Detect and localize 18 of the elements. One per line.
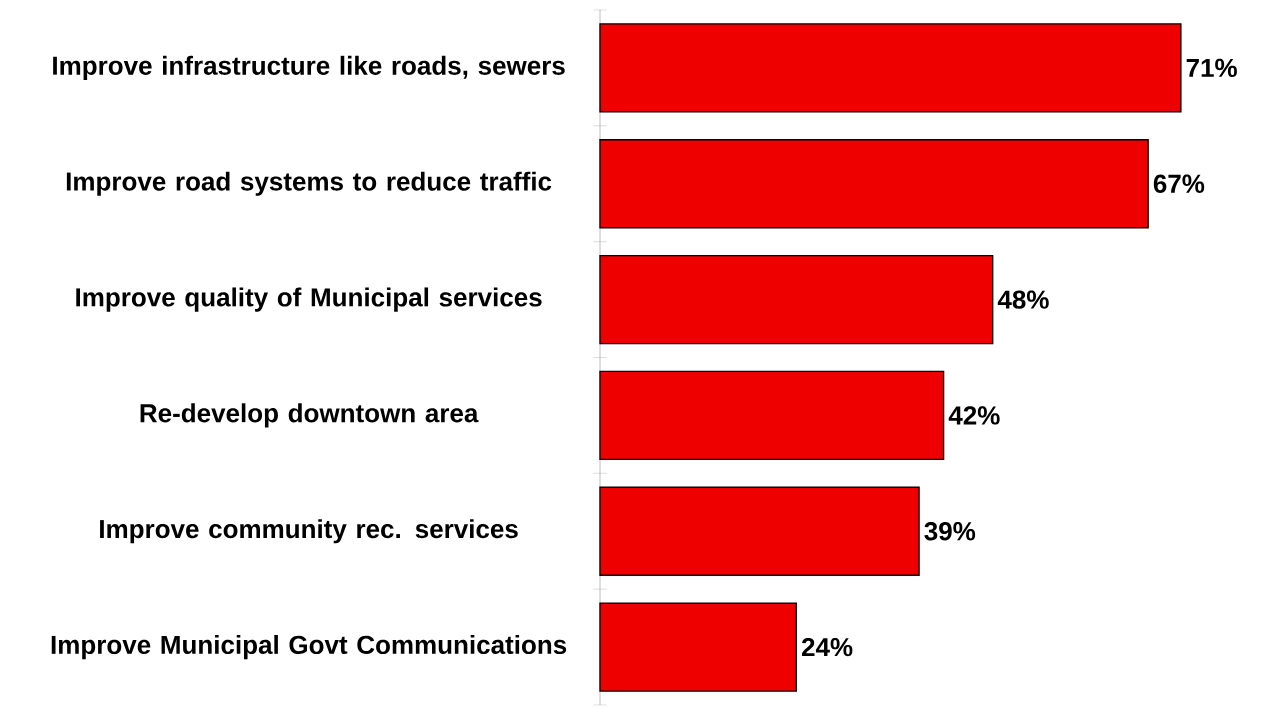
bar [599,602,798,692]
y-tick-label: Improve infrastructure like roads, sewers [53,55,565,81]
y-tick-label: Improve Municipal Govt Communications [51,634,567,660]
y-tick-label: Improve road systems to reduce traffic [66,171,552,196]
y-tick-label: Re-develop downtown area [140,403,479,428]
data-label: 67% [1153,174,1205,193]
data-label: 39% [924,522,976,541]
bar [599,370,945,461]
bar [599,23,1182,113]
bar [599,254,994,345]
bar [599,139,1149,229]
y-tick-label: Improve community rec. services [100,519,518,544]
data-label: 24% [801,637,853,657]
data-label: 71% [1186,58,1237,78]
y-tick-label: Improve quality of Municipal services [76,287,542,312]
data-label: 42% [948,406,1000,425]
bar [599,486,920,576]
data-label: 48% [997,290,1049,309]
